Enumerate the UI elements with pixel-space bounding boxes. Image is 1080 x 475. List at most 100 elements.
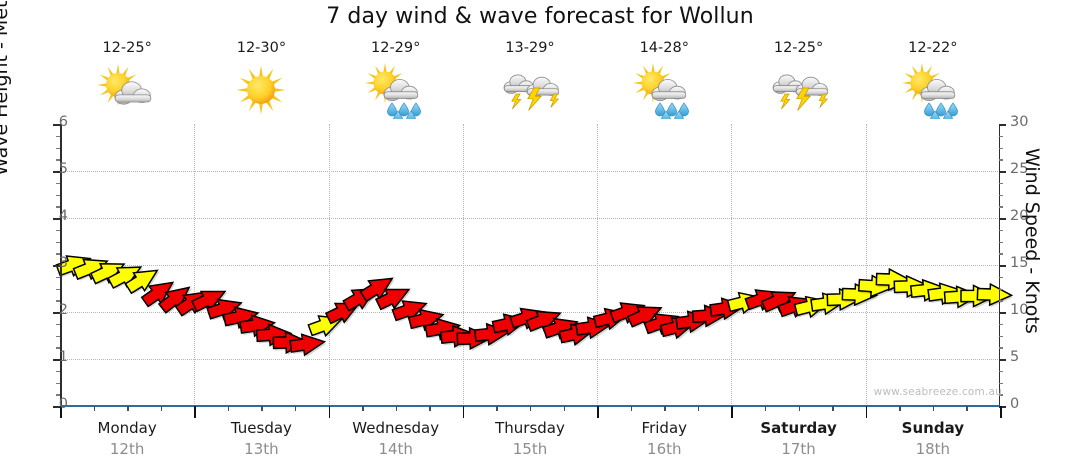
- axis-tick: [999, 394, 1003, 396]
- day-date: 18th: [915, 440, 951, 458]
- gridline-day-separator: [597, 124, 599, 406]
- axis-tick: [56, 370, 60, 373]
- axis-tick: [56, 159, 60, 161]
- day-header-saturday: 12-25°: [731, 38, 865, 124]
- x-axis-minor-tick: [832, 406, 834, 411]
- sun-icon: [194, 60, 328, 120]
- axis-tick: [56, 323, 60, 326]
- x-axis-day-tick: [328, 406, 331, 418]
- day-date: 14th: [378, 440, 413, 458]
- temperature-range-monday: 12-25°: [102, 40, 152, 56]
- x-axis-minor-tick: [395, 406, 398, 411]
- x-axis-minor-tick: [127, 406, 129, 411]
- right-axis-tick-label: 0: [1010, 396, 1020, 412]
- axis-tick: [999, 300, 1003, 302]
- x-axis-day-tick: [194, 406, 196, 418]
- day-label-sunday: Sunday 18th: [866, 418, 1000, 466]
- day-date: 16th: [647, 440, 682, 458]
- axis-tick: [56, 300, 60, 302]
- sun-cloud-rain-icon: [866, 60, 1000, 120]
- left-axis-tick-label: 6: [58, 114, 68, 130]
- axis-tick: [999, 382, 1003, 384]
- axis-tick: [56, 253, 60, 255]
- x-axis-minor-tick: [227, 406, 230, 411]
- x-axis-minor-tick: [966, 406, 968, 411]
- day-header-sunday: 12-22°: [866, 38, 1000, 124]
- axis-tick: [56, 276, 60, 279]
- day-date: 12th: [109, 440, 145, 458]
- gridline-day-separator: [865, 124, 867, 406]
- axis-tick: [53, 124, 60, 126]
- axis-tick: [56, 182, 60, 185]
- watermark: www.seabreeze.com.au: [873, 386, 1002, 398]
- axis-tick: [999, 276, 1003, 279]
- left-axis-title: Wave Height - Metres: [0, 0, 12, 176]
- axis-tick: [56, 347, 60, 349]
- axis-tick: [999, 241, 1003, 243]
- day-label-wednesday: Wednesday 14th: [329, 418, 463, 466]
- axis-tick: [999, 229, 1003, 232]
- axis-tick: [999, 265, 1006, 267]
- day-label-monday: Monday 12th: [60, 418, 194, 466]
- thunderstorm-icon: [463, 60, 597, 120]
- right-axis-tick-label: 5: [1010, 349, 1020, 365]
- x-axis-minor-tick: [899, 406, 901, 411]
- x-axis-minor-tick: [697, 406, 700, 411]
- axis-tick: [56, 335, 60, 337]
- axis-tick: [999, 171, 1006, 173]
- day-header-monday: 12-25°: [60, 38, 194, 124]
- left-axis-tick-label: 4: [58, 208, 68, 224]
- temperature-range-wednesday: 12-29°: [371, 40, 421, 56]
- day-label-tuesday: Tuesday 13th: [194, 418, 328, 466]
- axis-tick: [56, 382, 60, 384]
- left-axis-tick-label: 0: [58, 396, 68, 412]
- axis-tick: [53, 406, 60, 408]
- day-header-tuesday: 12-30°: [194, 38, 328, 124]
- x-axis-day-tick: [1000, 406, 1002, 418]
- temperature-range-friday: 14-28°: [639, 40, 689, 56]
- day-date: 15th: [512, 440, 548, 458]
- axis-tick: [999, 347, 1003, 349]
- sun-behind-cloud-icon: [60, 60, 194, 120]
- axis-tick: [999, 288, 1003, 290]
- x-axis-day-tick: [597, 406, 599, 418]
- day-name: Sunday: [901, 419, 965, 437]
- axis-tick: [56, 206, 60, 208]
- axis-tick: [999, 159, 1003, 161]
- temperature-range-sunday: 12-22°: [908, 40, 958, 56]
- axis-tick: [999, 206, 1003, 208]
- gridline-day-separator: [462, 124, 464, 406]
- x-axis-minor-tick: [261, 406, 263, 411]
- x-axis-day-tick: [60, 406, 62, 418]
- x-axis-minor-tick: [362, 406, 364, 411]
- gridline-horizontal: [60, 171, 1000, 172]
- x-axis-minor-tick: [160, 406, 163, 411]
- axis-tick: [999, 135, 1003, 138]
- day-name: Friday: [641, 419, 688, 437]
- axis-tick: [999, 406, 1006, 408]
- day-label-saturday: Saturday 17th: [731, 418, 865, 466]
- right-axis-tick-label: 15: [1010, 255, 1029, 271]
- right-axis-tick-label: 20: [1010, 208, 1029, 224]
- left-axis-tick-label: 3: [58, 255, 68, 271]
- x-axis-day-tick: [731, 406, 734, 418]
- right-axis-tick-label: 10: [1010, 302, 1029, 318]
- day-name: Saturday: [760, 419, 837, 437]
- sun-cloud-rain-icon: [329, 60, 463, 120]
- gridline-horizontal: [60, 359, 1000, 360]
- x-axis-day-tick: [462, 406, 465, 418]
- axis-tick: [999, 323, 1003, 326]
- gridline-horizontal: [60, 218, 1000, 219]
- x-axis-minor-tick: [563, 406, 565, 411]
- temperature-range-thursday: 13-29°: [505, 40, 555, 56]
- day-date: 13th: [244, 440, 279, 458]
- axis-tick: [999, 218, 1006, 220]
- axis-tick: [53, 312, 60, 314]
- right-axis-title: Wind Speed - Knots: [1021, 148, 1043, 334]
- gridline-horizontal: [60, 265, 1000, 266]
- plot-area: [53, 124, 1013, 418]
- x-axis-minor-tick: [765, 406, 767, 411]
- x-axis-minor-tick: [429, 406, 431, 411]
- axis-tick: [999, 312, 1006, 314]
